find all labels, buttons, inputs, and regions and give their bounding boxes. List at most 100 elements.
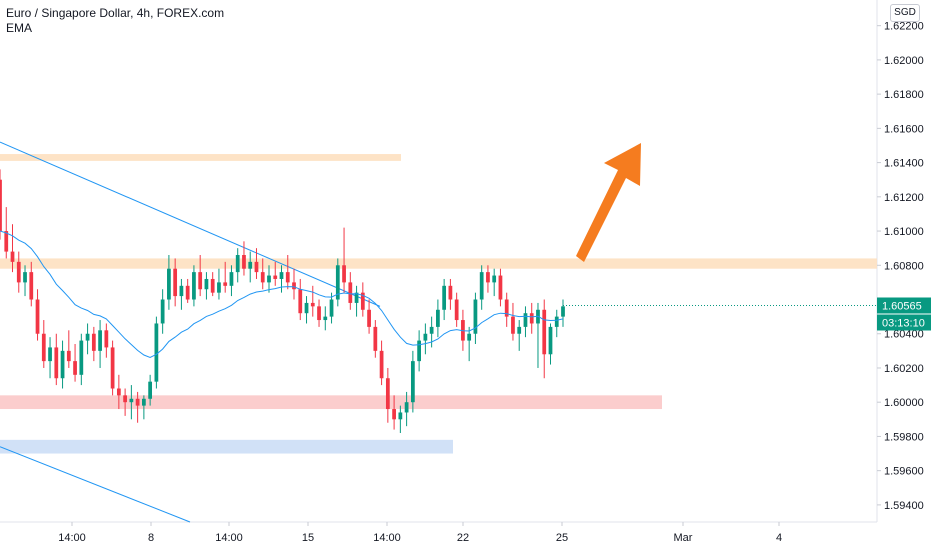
candle-body[interactable]: [360, 292, 365, 310]
candle-body[interactable]: [292, 282, 296, 290]
currency-button[interactable]: SGD: [890, 4, 920, 22]
indicator-label[interactable]: EMA: [6, 21, 33, 35]
candle-body[interactable]: [511, 316, 515, 334]
candle-body[interactable]: [204, 278, 209, 290]
candle-body[interactable]: [85, 333, 90, 341]
candle-body[interactable]: [41, 333, 46, 362]
candle-body[interactable]: [148, 381, 153, 399]
candle-body[interactable]: [354, 292, 359, 303]
candle-body[interactable]: [73, 361, 77, 375]
candle-body[interactable]: [504, 299, 509, 317]
candle-body[interactable]: [91, 333, 96, 351]
candle-body[interactable]: [404, 402, 409, 413]
candle-body[interactable]: [267, 275, 271, 283]
candle-body[interactable]: [79, 340, 84, 375]
candle-body[interactable]: [542, 309, 547, 355]
candle-body[interactable]: [529, 313, 534, 324]
candle-body[interactable]: [323, 316, 328, 321]
candle-body[interactable]: [10, 251, 15, 262]
candle-body[interactable]: [486, 272, 490, 283]
candle-body[interactable]: [260, 272, 265, 283]
candle-body[interactable]: [16, 261, 21, 283]
candle-body[interactable]: [223, 282, 228, 286]
candle-body[interactable]: [60, 350, 65, 379]
candle-body[interactable]: [110, 347, 115, 389]
candle-body[interactable]: [517, 326, 522, 334]
countdown-badge[interactable]: [877, 314, 931, 331]
candle-body[interactable]: [217, 282, 221, 293]
candle-body[interactable]: [242, 255, 246, 269]
main-resistance-zone[interactable]: [0, 258, 877, 269]
candle-body[interactable]: [298, 289, 303, 314]
candle-body[interactable]: [479, 272, 484, 300]
candle-body[interactable]: [379, 350, 384, 379]
candle-body[interactable]: [385, 378, 390, 410]
candle-body[interactable]: [192, 272, 196, 300]
candle-body[interactable]: [454, 299, 459, 321]
candle-body[interactable]: [548, 326, 553, 355]
candle-body[interactable]: [342, 265, 346, 283]
lower-support-zone[interactable]: [0, 439, 453, 454]
candle-body[interactable]: [442, 285, 447, 310]
candle-body[interactable]: [0, 179, 2, 232]
candle-body[interactable]: [392, 409, 396, 420]
candle-body[interactable]: [142, 398, 146, 406]
candle-body[interactable]: [48, 347, 52, 362]
candle-body[interactable]: [417, 340, 421, 362]
candle-body[interactable]: [523, 313, 528, 327]
candle-body[interactable]: [367, 309, 371, 327]
candle-body[interactable]: [423, 333, 428, 341]
candle-body[interactable]: [329, 299, 334, 317]
candle-body[interactable]: [467, 333, 472, 341]
candle-body[interactable]: [273, 275, 278, 279]
candle-body[interactable]: [254, 261, 259, 273]
candle-body[interactable]: [23, 272, 27, 283]
candle-body[interactable]: [167, 268, 171, 300]
candle-body[interactable]: [398, 412, 403, 420]
candle-body[interactable]: [554, 316, 559, 327]
candle-body[interactable]: [173, 268, 178, 297]
upper-resistance-zone[interactable]: [0, 154, 401, 161]
candle-body[interactable]: [429, 326, 434, 334]
candle-body[interactable]: [160, 299, 165, 324]
candle-body[interactable]: [561, 306, 565, 317]
candle-body[interactable]: [54, 347, 59, 379]
candle-body[interactable]: [304, 302, 309, 314]
candle-body[interactable]: [98, 330, 102, 351]
candle-body[interactable]: [29, 272, 34, 300]
candle-body[interactable]: [348, 282, 353, 303]
up-arrow-icon[interactable]: [576, 143, 641, 262]
candle-body[interactable]: [210, 278, 215, 293]
candle-body[interactable]: [285, 272, 290, 283]
last-price-badge[interactable]: [877, 297, 931, 314]
candle-body[interactable]: [279, 272, 284, 279]
candle-body[interactable]: [116, 388, 121, 396]
candle-body[interactable]: [123, 395, 127, 403]
candle-body[interactable]: [335, 265, 340, 300]
support-zone[interactable]: [0, 395, 662, 410]
candle-body[interactable]: [492, 275, 497, 283]
candle-body[interactable]: [35, 299, 40, 334]
candle-body[interactable]: [185, 285, 190, 300]
candle-body[interactable]: [198, 272, 203, 290]
candle-body[interactable]: [498, 275, 503, 300]
candle-body[interactable]: [229, 272, 234, 286]
candle-body[interactable]: [473, 299, 478, 334]
candle-body[interactable]: [4, 231, 9, 252]
candle-body[interactable]: [310, 302, 315, 307]
candle-body[interactable]: [410, 361, 415, 403]
candle-body[interactable]: [436, 309, 440, 327]
trendline-lower[interactable]: [0, 446, 191, 523]
trendline-upper[interactable]: [0, 141, 381, 307]
ema-line[interactable]: [0, 230, 564, 359]
candle-body[interactable]: [373, 326, 378, 351]
candle-body[interactable]: [235, 255, 240, 273]
candle-body[interactable]: [448, 285, 453, 300]
candle-body[interactable]: [135, 398, 140, 406]
candle-body[interactable]: [66, 350, 71, 362]
candle-body[interactable]: [179, 285, 184, 297]
candle-body[interactable]: [129, 398, 134, 403]
candle-body[interactable]: [154, 323, 159, 382]
candle-body[interactable]: [317, 306, 321, 321]
